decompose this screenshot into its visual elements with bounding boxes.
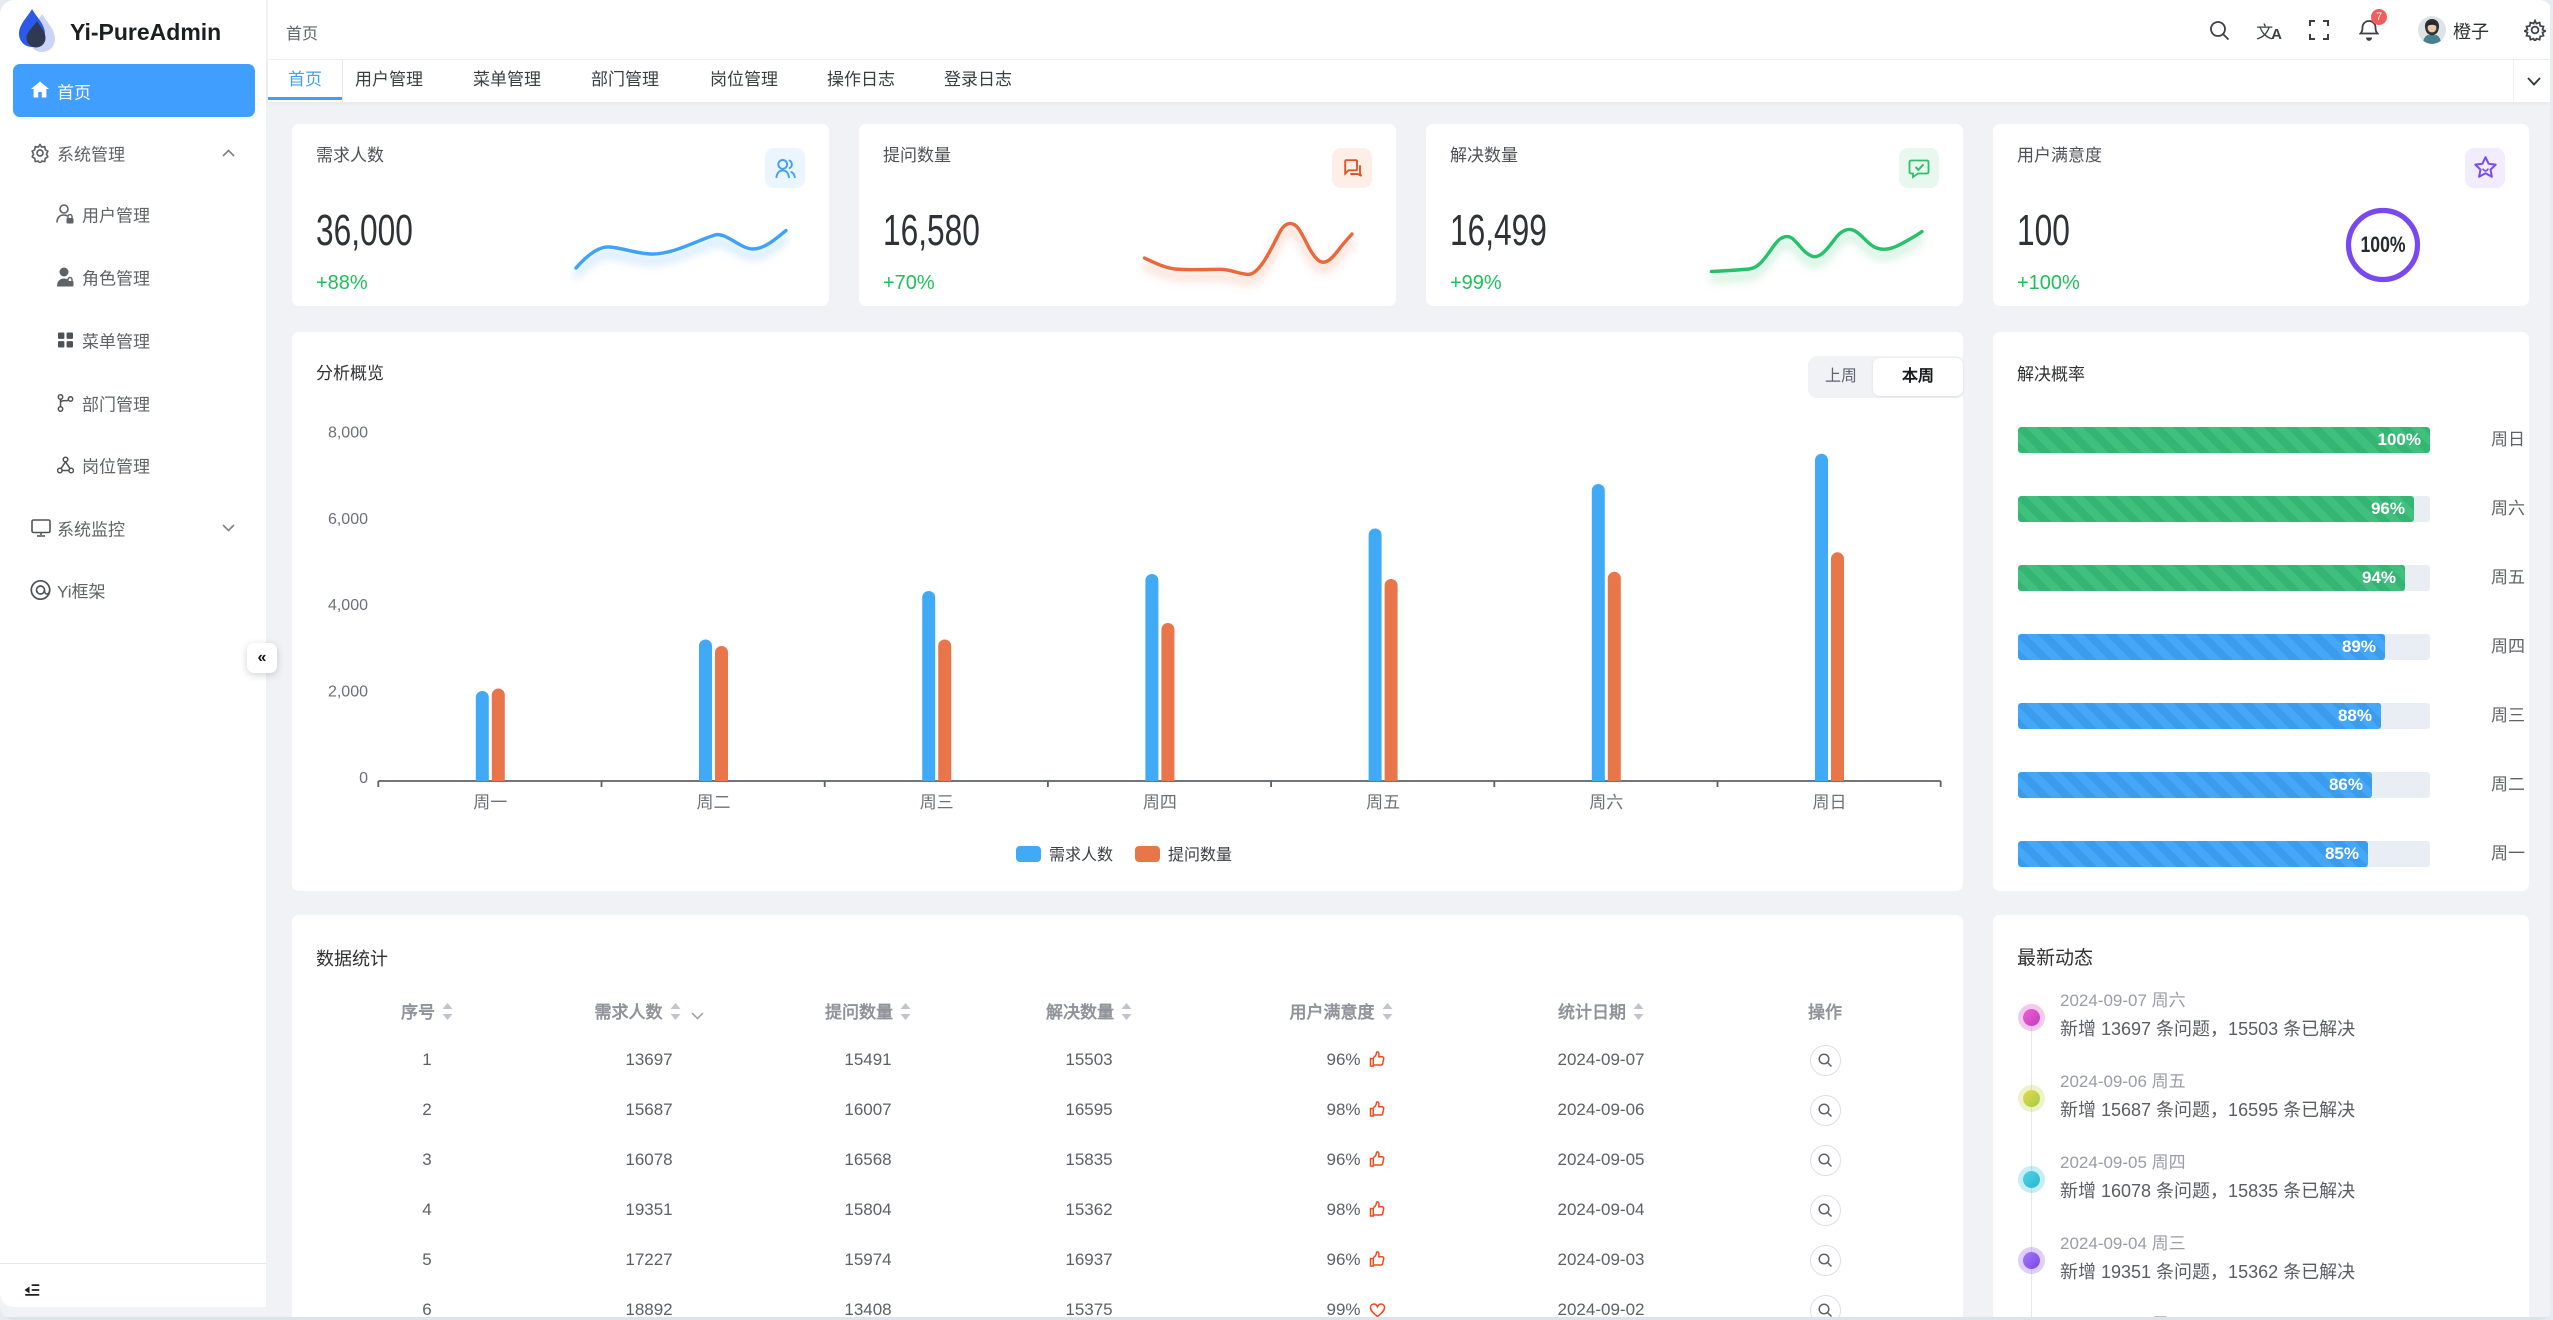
svg-text:周二: 周二 [697,793,731,812]
svg-text:2,000: 2,000 [328,684,368,701]
svg-text:提问数量: 提问数量 [1168,846,1232,864]
svg-text:周一: 周一 [473,793,507,812]
svg-text:0: 0 [359,770,368,787]
svg-text:周四: 周四 [1143,793,1177,812]
svg-text:8,000: 8,000 [328,424,368,441]
svg-text:周日: 周日 [1813,793,1847,812]
svg-text:周五: 周五 [1366,793,1400,812]
svg-text:周六: 周六 [1589,793,1623,812]
svg-text:需求人数: 需求人数 [1049,846,1113,864]
svg-text:4,000: 4,000 [328,597,368,614]
svg-text:6,000: 6,000 [328,511,368,528]
svg-text:周三: 周三 [920,793,954,812]
